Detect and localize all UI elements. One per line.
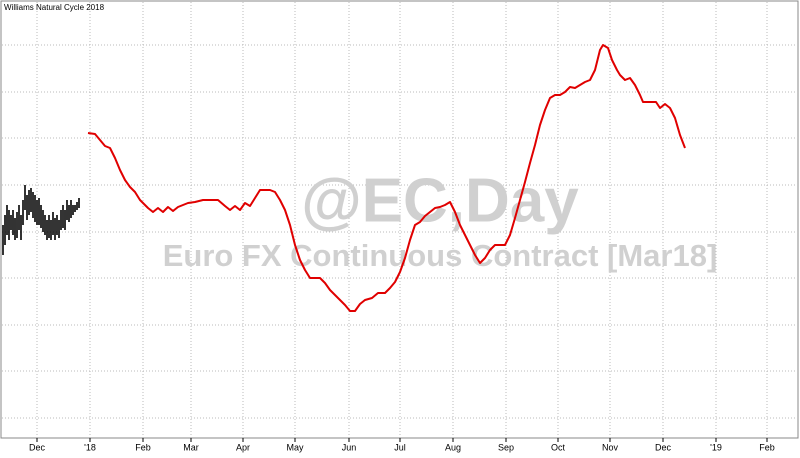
x-tick-label: Sep (498, 442, 514, 452)
x-tick-label: May (286, 442, 304, 452)
x-tick-label: Apr (236, 442, 250, 452)
x-tick-label: '19 (710, 442, 722, 452)
x-tick-label: Dec (655, 442, 672, 452)
x-tick-label: Oct (551, 442, 566, 452)
x-tick-label: Mar (183, 442, 199, 452)
x-tick-label: Jun (342, 442, 357, 452)
x-tick-label: Feb (759, 442, 775, 452)
x-tick-label: Aug (445, 442, 461, 452)
cycle-line (87, 44, 686, 312)
watermark-symbol: @EC,Day (301, 166, 579, 235)
chart-title: Williams Natural Cycle 2018 (4, 3, 105, 12)
x-tick-label: '18 (84, 442, 96, 452)
x-tick-label: Nov (602, 442, 619, 452)
x-tick-label: Jul (394, 442, 406, 452)
x-tick-label: Feb (135, 442, 151, 452)
watermark-contract: Euro FX Continuous Contract [Mar18] (163, 238, 718, 273)
x-tick-label: Dec (29, 442, 46, 452)
